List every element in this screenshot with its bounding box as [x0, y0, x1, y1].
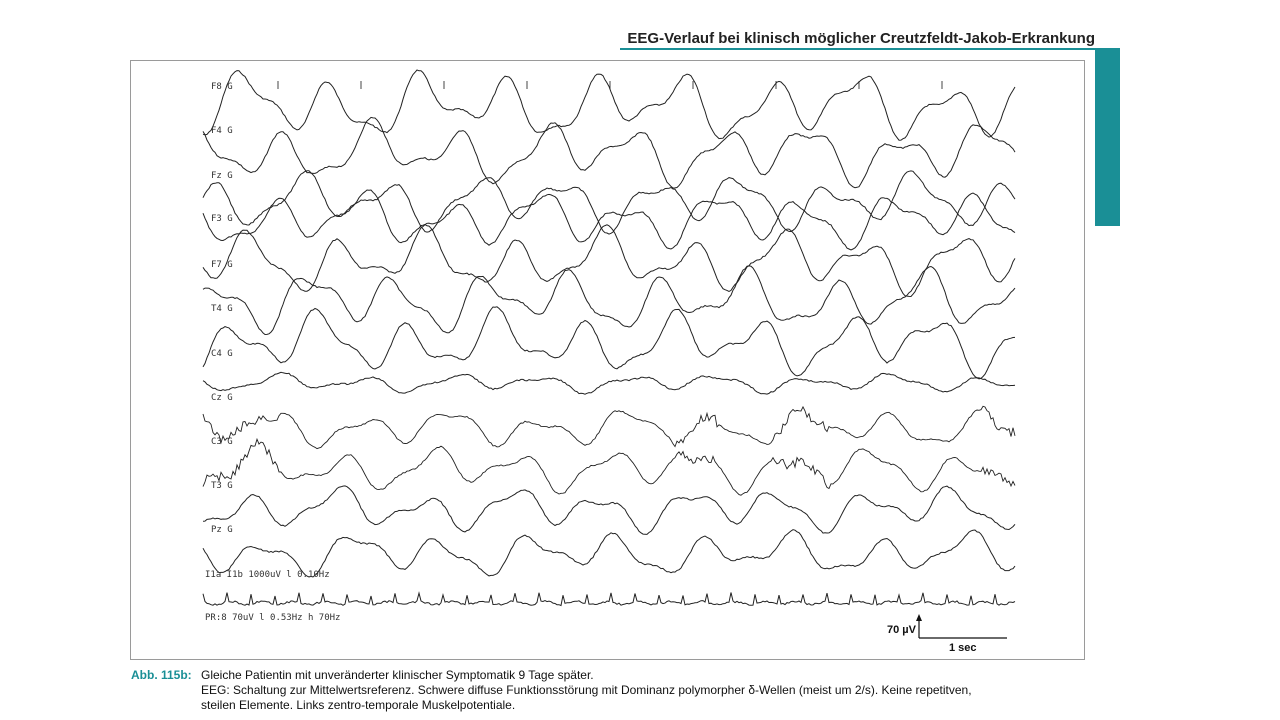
caption-line-3: steilen Elemente. Links zentro-temporale… [201, 698, 516, 712]
eeg-trace [202, 223, 1016, 298]
eeg-recording: F8 G F4 G Fz G F3 G F7 G T4 G C4 G Cz G C3 G T3 G… [202, 69, 1016, 654]
eeg-trace [202, 405, 1016, 450]
time-marker-ticks [277, 81, 943, 89]
caption-label: Abb. 115b: [131, 668, 192, 682]
caption-line-2: EEG: Schaltung zur Mittelwertsreferenz. … [201, 683, 972, 697]
eeg-trace [202, 591, 1016, 607]
channel-label: Fz G [211, 171, 233, 181]
scale-time-label: 1 sec [949, 642, 977, 654]
channel-label: Pz G [211, 525, 233, 535]
eeg-trace [202, 371, 1016, 395]
channel-label: F3 G [211, 214, 233, 224]
caption-body: Gleiche Patientin mit unveränderter klin… [201, 668, 1091, 713]
eeg-trace [202, 437, 1016, 496]
scale-amplitude-label: 70 µV [887, 624, 917, 636]
eeg-traces [202, 69, 1016, 607]
channel-label: F4 G [211, 126, 233, 136]
eeg-trace [202, 189, 1016, 251]
channel-label: C4 G [211, 349, 233, 359]
eeg-trace [202, 116, 1016, 189]
channel-labels: F8 G F4 G Fz G F3 G F7 G T4 G C4 G Cz G C3 G T3 G… [205, 82, 340, 623]
chapter-tab [1095, 49, 1120, 226]
eeg-trace [202, 306, 1016, 380]
channel-label: PR:8 70uV l 0.53Hz h 70Hz [205, 613, 340, 623]
channel-label: Cz G [211, 393, 233, 403]
caption-line-1: Gleiche Patientin mit unveränderter klin… [201, 668, 594, 682]
eeg-trace [202, 69, 1016, 141]
eeg-trace [202, 485, 1016, 535]
channel-label: I1a I1b 1000uV l 0.10Hz [205, 570, 330, 580]
scale-bar: 70 µV 1 sec [887, 614, 1007, 654]
channel-label: F8 G [211, 82, 233, 92]
eeg-trace [202, 170, 1016, 235]
channel-label: F7 G [211, 260, 233, 270]
eeg-figure: F8 G F4 G Fz G F3 G F7 G T4 G C4 G Cz G C3 G T3 G… [130, 60, 1085, 660]
channel-label: T3 G [211, 481, 233, 491]
channel-label: T4 G [211, 304, 233, 314]
page-header-title: EEG-Verlauf bei klinisch möglicher Creut… [627, 30, 1095, 47]
scale-bar-arrow [916, 614, 922, 621]
eeg-trace [202, 529, 1016, 578]
header-rule [620, 48, 1120, 50]
eeg-trace [202, 265, 1016, 336]
channel-label: C3 G [211, 437, 233, 447]
